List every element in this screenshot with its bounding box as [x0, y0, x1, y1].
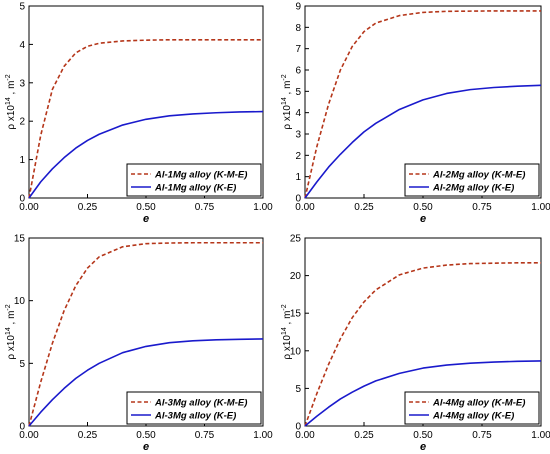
x-tick-label: 0.50 — [413, 202, 433, 213]
x-tick-label: 0.50 — [136, 202, 156, 213]
y-tick-label: 9 — [295, 2, 301, 13]
legend-box — [404, 163, 540, 197]
legend: Al-1Mg alloy (K-M-E) Al-1Mg alloy (K-E) — [126, 163, 262, 197]
y-tick-label: 20 — [290, 271, 302, 282]
y-axis-label-part: -2 — [281, 304, 288, 310]
y-axis-label-part: 14 — [281, 327, 288, 335]
y-tick-label: 0 — [295, 422, 301, 433]
x-tick-label: 1.00 — [253, 430, 273, 441]
y-axis-label-part: -2 — [281, 74, 288, 80]
y-axis-label: ρ x1014 , m-2 — [281, 74, 293, 129]
series-line-ke — [304, 360, 542, 427]
legend-entry: Al-3Mg alloy (K-M-E) — [154, 397, 247, 408]
y-tick-label: 25 — [290, 234, 302, 245]
series-line-ke — [28, 338, 264, 427]
y-tick-label: 1 — [295, 172, 301, 183]
y-axis-label-part: -2 — [5, 74, 12, 80]
y-axis-label-part: 14 — [5, 97, 12, 105]
series-line-kme — [304, 10, 541, 199]
x-tick-label: 1.00 — [253, 202, 273, 213]
legend-box — [126, 391, 262, 425]
y-tick-label: 3 — [19, 78, 25, 89]
chart-panel-4: 0.00 0.25 0.50 0.75 1.00 0 5 10 15 20 25 e ρ x1014 ,… — [281, 234, 550, 454]
legend-entry: Al-2Mg alloy (K-M-E) — [432, 169, 525, 180]
y-tick-label: 0 — [19, 194, 25, 205]
y-tick-label: 10 — [14, 296, 26, 307]
x-tick-label: 0.50 — [136, 430, 156, 441]
y-tick-label: 6 — [295, 66, 301, 77]
y-tick-label: 5 — [295, 384, 301, 395]
legend-box — [126, 163, 262, 197]
y-tick-label: 3 — [295, 130, 301, 141]
y-tick-label: 2 — [19, 117, 25, 128]
x-tick-label: 0.75 — [472, 430, 492, 441]
x-tick-label: 0.00 — [295, 202, 315, 213]
x-tick-label: 0.75 — [195, 202, 215, 213]
y-axis-label-part: , m — [6, 81, 17, 98]
y-tick-label: 0 — [19, 422, 25, 433]
y-axis-label: ρ x1014 , m-2 — [281, 304, 293, 359]
legend-entry: Al-1Mg alloy (K-M-E) — [154, 169, 247, 180]
y-axis-label-part: ρ x10 — [282, 105, 293, 130]
y-tick-label: 5 — [19, 2, 25, 13]
y-tick-label: 5 — [295, 87, 301, 98]
legend-entry: Al-3Mg alloy (K-E) — [154, 410, 236, 421]
x-tick-label: 0.75 — [472, 202, 492, 213]
chart-panel-3: 0.00 0.25 0.50 0.75 1.00 0 5 10 15 e ρ x1014 , m-2… — [5, 234, 273, 454]
legend: Al-4Mg alloy (K-M-E) Al-4Mg alloy (K-E) — [404, 391, 540, 425]
legend-entry: Al-4Mg alloy (K-E) — [432, 410, 514, 421]
y-tick-label: 2 — [295, 151, 301, 162]
x-tick-label: 0.25 — [354, 430, 374, 441]
x-tick-label: 0.00 — [295, 430, 315, 441]
legend-entry: Al-2Mg alloy (K-E) — [432, 182, 514, 193]
y-axis-label-part: , m — [6, 311, 17, 328]
x-axis-label: e — [143, 441, 149, 453]
y-tick-label: 1 — [19, 155, 25, 166]
x-tick-label: 0.25 — [78, 202, 98, 213]
x-tick-label: 0.00 — [19, 202, 39, 213]
y-axis-label-part: ρ x10 — [6, 105, 17, 130]
x-axis-label: e — [420, 213, 426, 225]
x-tick-label: 1.00 — [531, 202, 550, 213]
legend-entry: Al-1Mg alloy (K-E) — [154, 182, 236, 193]
y-axis-label-part: ρ x10 — [6, 335, 17, 360]
y-axis-label-part: ρ x10 — [282, 335, 293, 360]
x-tick-label: 0.50 — [413, 430, 433, 441]
y-axis-label: ρ x1014 , m-2 — [5, 74, 17, 129]
y-axis-label-part: -2 — [5, 304, 12, 310]
series-line-kme — [28, 241, 263, 427]
x-axis-label: e — [420, 441, 426, 453]
chart-panel-1: 0.00 0.25 0.50 0.75 1.00 0 1 2 3 4 5 e ρ x1014 , m-2… — [5, 2, 273, 226]
y-axis-label: ρ x1014 , m-2 — [5, 304, 17, 359]
x-tick-label: 0.00 — [19, 430, 39, 441]
y-tick-label: 15 — [14, 234, 26, 245]
y-axis-label-part: 14 — [5, 327, 12, 335]
x-tick-label: 0.25 — [78, 430, 98, 441]
series-line-kme — [304, 262, 541, 427]
y-tick-label: 10 — [290, 346, 302, 357]
y-tick-label: 4 — [19, 40, 25, 51]
y-axis-label-part: , m — [282, 311, 293, 328]
y-tick-label: 4 — [295, 108, 301, 119]
legend-entry: Al-4Mg alloy (K-M-E) — [432, 397, 525, 408]
y-tick-label: 5 — [19, 359, 25, 370]
series-line-ke — [28, 110, 264, 199]
x-axis-label: e — [143, 213, 149, 225]
y-tick-label: 0 — [295, 194, 301, 205]
legend: Al-3Mg alloy (K-M-E) Al-3Mg alloy (K-E) — [126, 391, 262, 425]
y-axis-label-part: , m — [282, 81, 293, 98]
y-tick-label: 15 — [290, 309, 302, 320]
x-tick-label: 0.75 — [195, 430, 215, 441]
y-axis-label-part: 14 — [281, 97, 288, 105]
y-tick-label: 7 — [295, 44, 301, 55]
x-tick-label: 0.25 — [354, 202, 374, 213]
legend: Al-2Mg alloy (K-M-E) Al-2Mg alloy (K-E) — [404, 163, 540, 197]
legend-box — [404, 391, 540, 425]
series-line-ke — [304, 84, 542, 199]
x-tick-label: 1.00 — [531, 430, 550, 441]
y-tick-label: 8 — [295, 23, 301, 34]
series-line-kme — [28, 38, 263, 199]
chart-panel-2: 0.00 0.25 0.50 0.75 1.00 0 1 2 3 4 5 6 7 8 9 e ρ x1014 ,… — [281, 2, 550, 226]
